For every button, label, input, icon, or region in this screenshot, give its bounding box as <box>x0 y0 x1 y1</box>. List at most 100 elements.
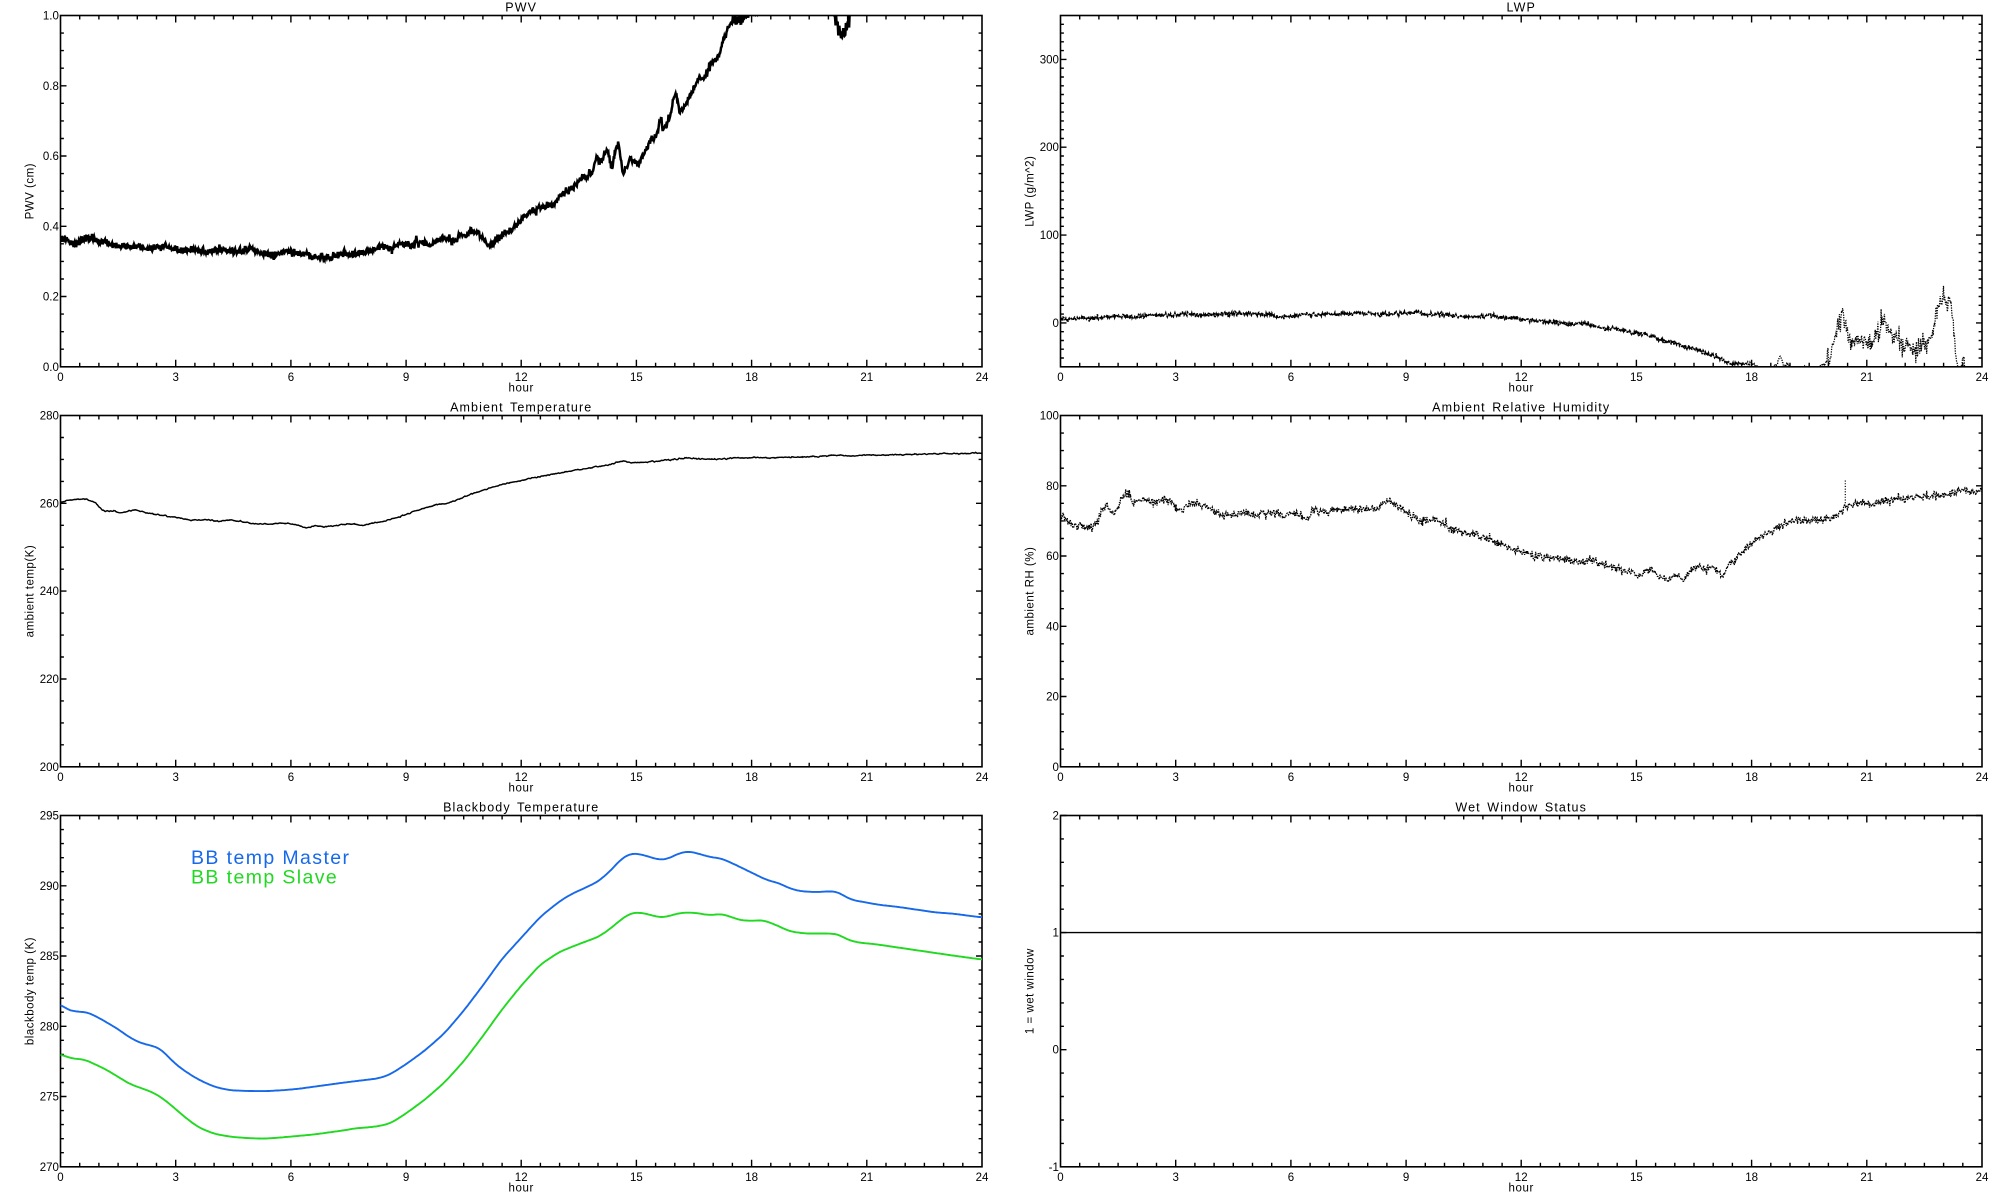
svg-text:270: 270 <box>40 1162 59 1174</box>
svg-text:PWV: PWV <box>505 0 537 14</box>
svg-text:0.4: 0.4 <box>43 221 60 233</box>
svg-text:200: 200 <box>1040 142 1059 154</box>
svg-text:BB temp Master: BB temp Master <box>191 847 350 869</box>
svg-text:9: 9 <box>403 772 409 784</box>
svg-text:12: 12 <box>515 1172 528 1184</box>
svg-text:220: 220 <box>40 674 59 686</box>
svg-text:15: 15 <box>1630 372 1643 384</box>
svg-text:280: 280 <box>40 411 59 423</box>
svg-text:6: 6 <box>288 372 294 384</box>
svg-text:0: 0 <box>57 1172 63 1184</box>
svg-text:24: 24 <box>976 772 989 784</box>
svg-text:hour: hour <box>508 782 533 794</box>
svg-text:0: 0 <box>57 772 63 784</box>
svg-text:0.0: 0.0 <box>43 362 59 374</box>
svg-text:Blackbody Temperature: Blackbody Temperature <box>443 800 599 814</box>
svg-text:290: 290 <box>40 881 59 893</box>
svg-text:0: 0 <box>1057 1172 1063 1184</box>
svg-text:15: 15 <box>1630 772 1643 784</box>
svg-text:ambient temp(K): ambient temp(K) <box>25 545 37 638</box>
svg-text:24: 24 <box>976 372 989 384</box>
svg-text:260: 260 <box>40 498 59 510</box>
svg-text:18: 18 <box>1745 1172 1758 1184</box>
svg-text:blackbody temp (K): blackbody temp (K) <box>25 937 37 1045</box>
svg-text:hour: hour <box>1508 1182 1533 1194</box>
svg-text:0: 0 <box>1052 1045 1058 1057</box>
svg-text:18: 18 <box>745 372 758 384</box>
svg-text:20: 20 <box>1046 692 1059 704</box>
svg-text:3: 3 <box>1172 772 1178 784</box>
svg-text:12: 12 <box>515 772 528 784</box>
svg-text:240: 240 <box>40 586 59 598</box>
svg-text:200: 200 <box>40 762 59 774</box>
svg-text:295: 295 <box>40 811 59 823</box>
svg-text:BB temp Slave: BB temp Slave <box>191 867 338 889</box>
svg-text:6: 6 <box>288 772 294 784</box>
svg-text:100: 100 <box>1040 411 1059 423</box>
svg-text:9: 9 <box>1403 1172 1409 1184</box>
svg-text:24: 24 <box>976 1172 989 1184</box>
svg-text:3: 3 <box>1172 372 1178 384</box>
svg-text:9: 9 <box>1403 772 1409 784</box>
svg-text:12: 12 <box>1515 772 1528 784</box>
svg-text:21: 21 <box>860 772 873 784</box>
svg-text:24: 24 <box>1976 372 1989 384</box>
svg-text:6: 6 <box>1288 1172 1294 1184</box>
svg-text:12: 12 <box>515 372 528 384</box>
svg-text:80: 80 <box>1046 481 1059 493</box>
svg-text:40: 40 <box>1046 621 1059 633</box>
svg-text:1: 1 <box>1052 928 1058 940</box>
svg-text:21: 21 <box>860 372 873 384</box>
svg-text:18: 18 <box>745 772 758 784</box>
svg-text:15: 15 <box>630 772 643 784</box>
svg-text:300: 300 <box>1040 54 1059 66</box>
svg-text:15: 15 <box>630 1172 643 1184</box>
svg-text:275: 275 <box>40 1092 59 1104</box>
svg-text:12: 12 <box>1515 1172 1528 1184</box>
svg-text:12: 12 <box>1515 372 1528 384</box>
svg-text:LWP (g/m^2): LWP (g/m^2) <box>1025 156 1037 227</box>
svg-text:Wet Window Status: Wet Window Status <box>1455 800 1587 814</box>
svg-text:0: 0 <box>1052 318 1058 330</box>
svg-text:-1: -1 <box>1049 1162 1059 1174</box>
svg-text:PWV (cm): PWV (cm) <box>25 163 37 219</box>
svg-text:0.6: 0.6 <box>43 151 59 163</box>
svg-text:0: 0 <box>1057 372 1063 384</box>
svg-text:15: 15 <box>1630 1172 1643 1184</box>
svg-text:hour: hour <box>508 382 533 394</box>
svg-text:9: 9 <box>403 372 409 384</box>
svg-text:Ambient Temperature: Ambient Temperature <box>450 400 592 414</box>
svg-text:1.0: 1.0 <box>43 11 59 23</box>
svg-text:21: 21 <box>1860 772 1873 784</box>
svg-text:Ambient Relative Humidity: Ambient Relative Humidity <box>1432 400 1610 414</box>
svg-text:18: 18 <box>745 1172 758 1184</box>
svg-text:6: 6 <box>1288 772 1294 784</box>
svg-text:hour: hour <box>1508 782 1533 794</box>
svg-text:hour: hour <box>1508 382 1533 394</box>
svg-text:285: 285 <box>40 951 59 963</box>
svg-text:21: 21 <box>860 1172 873 1184</box>
svg-text:2: 2 <box>1052 811 1058 823</box>
svg-text:hour: hour <box>508 1182 533 1194</box>
svg-text:24: 24 <box>1976 772 1989 784</box>
svg-text:18: 18 <box>1745 372 1758 384</box>
svg-text:18: 18 <box>1745 772 1758 784</box>
svg-text:3: 3 <box>1172 1172 1178 1184</box>
svg-text:21: 21 <box>1860 372 1873 384</box>
svg-text:0.2: 0.2 <box>43 292 59 304</box>
svg-text:0.8: 0.8 <box>43 81 59 93</box>
svg-text:6: 6 <box>288 1172 294 1184</box>
svg-text:3: 3 <box>172 772 178 784</box>
svg-text:9: 9 <box>1403 372 1409 384</box>
svg-text:280: 280 <box>40 1021 59 1033</box>
svg-text:0: 0 <box>1052 762 1058 774</box>
svg-text:60: 60 <box>1046 551 1059 563</box>
svg-text:0: 0 <box>57 372 63 384</box>
svg-text:1 = wet window: 1 = wet window <box>1025 948 1037 1034</box>
svg-text:100: 100 <box>1040 230 1059 242</box>
svg-text:24: 24 <box>1976 1172 1989 1184</box>
svg-text:6: 6 <box>1288 372 1294 384</box>
svg-text:9: 9 <box>403 1172 409 1184</box>
svg-text:LWP: LWP <box>1506 0 1535 14</box>
svg-text:0: 0 <box>1057 772 1063 784</box>
